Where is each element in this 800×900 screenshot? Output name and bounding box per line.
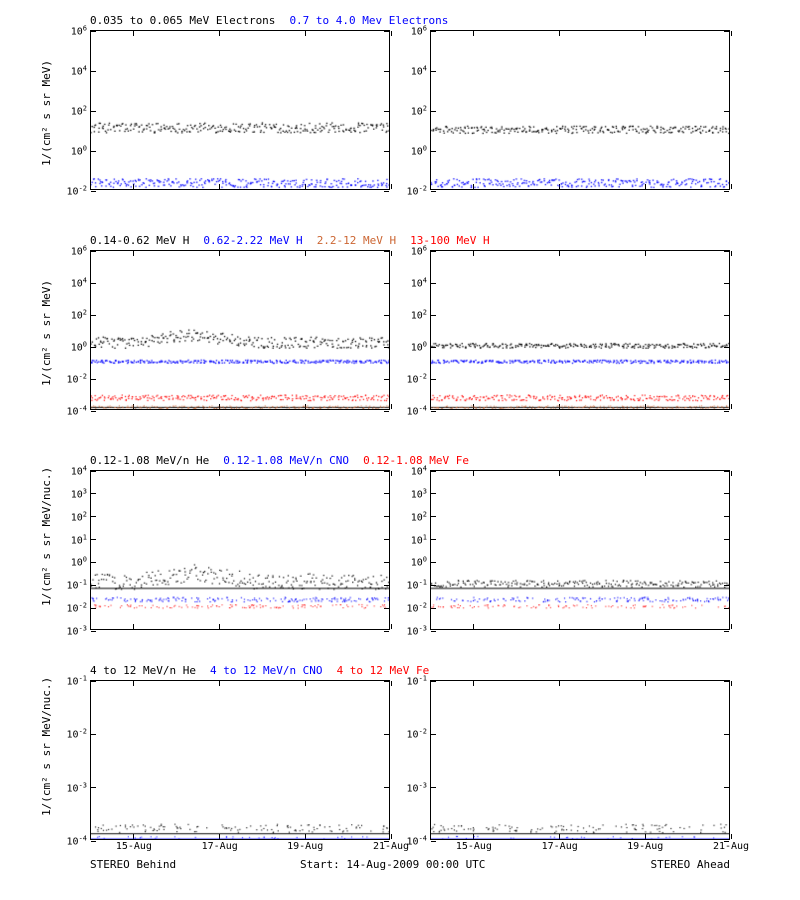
y-tick-label: 10-2 [67, 184, 91, 197]
chart-panel: 10-410-310-210-115-Aug17-Aug19-Aug21-Aug [430, 680, 730, 840]
y-tick-label: 102 [411, 510, 431, 523]
x-tick-label: 19-Aug [287, 839, 323, 852]
y-tick-label: 10-4 [67, 404, 91, 417]
y-tick-label: 10-1 [407, 674, 431, 687]
series-legend-label: 2.2-12 MeV H [317, 234, 396, 247]
chart-panel: 10-2100102104106 [430, 30, 730, 190]
x-tick-label: 17-Aug [202, 839, 238, 852]
y-tick-label: 10-4 [407, 404, 431, 417]
y-tick-label: 100 [411, 340, 431, 353]
y-tick-label: 10-3 [407, 781, 431, 794]
y-tick-label: 10-3 [67, 624, 91, 637]
scatter-canvas [431, 31, 729, 189]
y-tick-label: 10-2 [407, 372, 431, 385]
y-tick-label: 100 [71, 340, 91, 353]
chart-panel: 10-310-210-1100101102103104 [430, 470, 730, 630]
scatter-canvas [91, 251, 389, 409]
figure-root: 1/(cm² s sr MeV) 0.035 to 0.065 MeV Elect… [0, 0, 800, 900]
chart-panel: 10-410-2100102104106 [90, 250, 390, 410]
scatter-canvas [431, 251, 729, 409]
chart-panel: 10-2100102104106 [90, 30, 390, 190]
y-tick-label: 101 [71, 533, 91, 546]
y-tick-label: 100 [411, 144, 431, 157]
footer-label-center: Start: 14-Aug-2009 00:00 UTC [300, 858, 485, 871]
y-tick-label: 10-1 [67, 579, 91, 592]
y-tick-label: 103 [71, 487, 91, 500]
scatter-canvas [431, 681, 729, 839]
panel-title-group: 0.14-0.62 MeV H 0.62-2.22 MeV H 2.2-12 MeV… [90, 234, 504, 247]
series-legend-label: 0.12-1.08 MeV/n He [90, 454, 209, 467]
y-tick-label: 104 [411, 276, 431, 289]
x-tick-label: 15-Aug [116, 839, 152, 852]
x-tick-label: 21-Aug [713, 839, 749, 852]
y-tick-label: 10-2 [407, 728, 431, 741]
x-tick-label: 19-Aug [627, 839, 663, 852]
y-tick-label: 106 [411, 244, 431, 257]
footer-label-left: STEREO Behind [90, 858, 176, 871]
y-tick-label: 10-4 [67, 834, 91, 847]
y-axis-label: 1/(cm² s sr MeV) [40, 280, 53, 386]
y-tick-label: 103 [411, 487, 431, 500]
x-tick-label: 21-Aug [373, 839, 409, 852]
y-tick-label: 104 [71, 464, 91, 477]
y-axis-label: 1/(cm² s sr MeV/nuc.) [40, 677, 53, 816]
y-tick-label: 106 [411, 24, 431, 37]
chart-panel: 10-410-310-210-115-Aug17-Aug19-Aug21-Aug [90, 680, 390, 840]
y-tick-label: 10-4 [407, 834, 431, 847]
y-axis-label: 1/(cm² s sr MeV) [40, 60, 53, 166]
y-tick-label: 102 [411, 308, 431, 321]
y-tick-label: 102 [71, 308, 91, 321]
y-tick-label: 101 [411, 533, 431, 546]
y-tick-label: 10-2 [67, 372, 91, 385]
y-tick-label: 104 [71, 276, 91, 289]
series-legend-label: 0.14-0.62 MeV H [90, 234, 189, 247]
y-tick-label: 104 [71, 64, 91, 77]
y-tick-label: 10-2 [67, 601, 91, 614]
chart-panel: 10-410-2100102104106 [430, 250, 730, 410]
scatter-canvas [431, 471, 729, 629]
y-axis-label: 1/(cm² s sr MeV/nuc.) [40, 467, 53, 606]
scatter-canvas [91, 681, 389, 839]
x-tick-label: 15-Aug [456, 839, 492, 852]
y-tick-label: 10-2 [67, 728, 91, 741]
series-legend-label: 4 to 12 MeV/n He [90, 664, 196, 677]
y-tick-label: 10-1 [407, 579, 431, 592]
footer-label-right: STEREO Ahead [651, 858, 730, 871]
y-tick-label: 102 [411, 104, 431, 117]
y-tick-label: 100 [411, 556, 431, 569]
y-tick-label: 100 [71, 144, 91, 157]
y-tick-label: 102 [71, 510, 91, 523]
chart-panel: 10-310-210-1100101102103104 [90, 470, 390, 630]
y-tick-label: 100 [71, 556, 91, 569]
series-legend-label: 0.035 to 0.065 MeV Electrons [90, 14, 275, 27]
y-tick-label: 106 [71, 244, 91, 257]
x-tick-label: 17-Aug [542, 839, 578, 852]
series-legend-label: 4 to 12 MeV/n CNO [210, 664, 323, 677]
scatter-canvas [91, 471, 389, 629]
series-legend-label: 0.12-1.08 MeV/n CNO [223, 454, 349, 467]
panel-title-group: 4 to 12 MeV/n He4 to 12 MeV/n CNO4 to 12… [90, 664, 443, 677]
y-tick-label: 10-1 [67, 674, 91, 687]
y-tick-label: 104 [411, 64, 431, 77]
series-legend-label: 0.62-2.22 MeV H [203, 234, 302, 247]
y-tick-label: 10-2 [407, 601, 431, 614]
y-tick-label: 106 [71, 24, 91, 37]
panel-title-group: 0.035 to 0.065 MeV Electrons0.7 to 4.0 M… [90, 14, 462, 27]
y-tick-label: 10-3 [407, 624, 431, 637]
y-tick-label: 10-3 [67, 781, 91, 794]
y-tick-label: 102 [71, 104, 91, 117]
y-tick-label: 104 [411, 464, 431, 477]
scatter-canvas [91, 31, 389, 189]
y-tick-label: 10-2 [407, 184, 431, 197]
